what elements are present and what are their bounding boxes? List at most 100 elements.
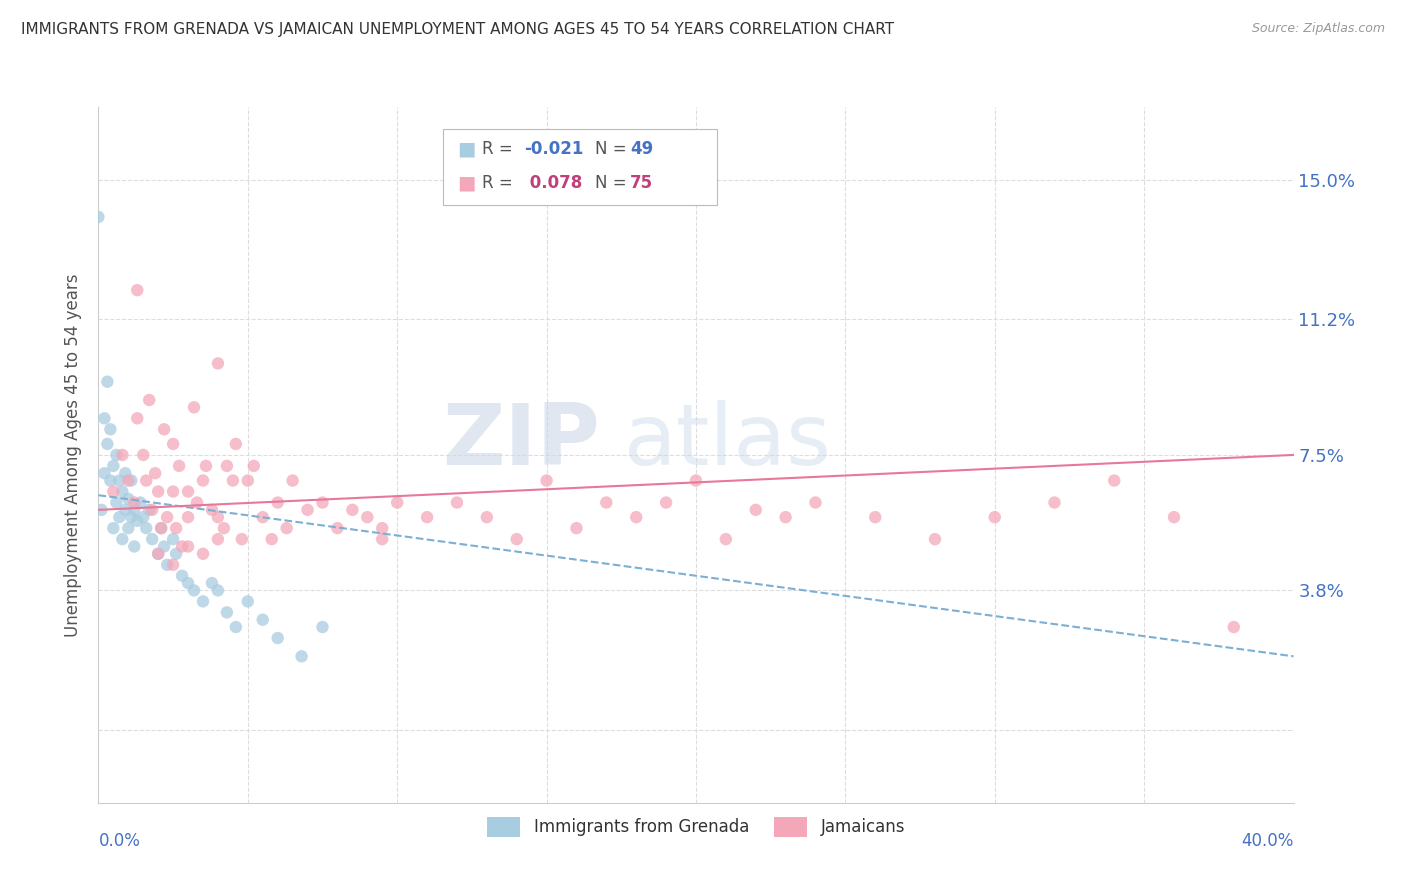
Text: N =: N = [595, 174, 631, 192]
Point [207, 510, 229, 524]
Point [98, 422, 122, 436]
Point [165, 547, 187, 561]
Point [371, 521, 394, 535]
Text: 49: 49 [630, 140, 654, 158]
Point [177, 540, 200, 554]
Point [111, 484, 134, 499]
Point [311, 620, 333, 634]
Point [260, 532, 283, 546]
Point [225, 620, 247, 634]
Point [103, 484, 125, 499]
Point [326, 521, 349, 535]
Point [114, 503, 136, 517]
Point [124, 495, 146, 509]
Point [1163, 510, 1185, 524]
Point [103, 458, 125, 473]
Point [984, 510, 1007, 524]
Text: 75: 75 [630, 174, 652, 192]
Text: atlas: atlas [624, 400, 832, 483]
Point [138, 503, 160, 517]
Point [356, 510, 378, 524]
Point [291, 649, 314, 664]
Point [225, 437, 247, 451]
Point [111, 532, 134, 546]
Point [311, 495, 333, 509]
Point [297, 503, 319, 517]
Point [183, 583, 205, 598]
Point [127, 514, 149, 528]
Point [191, 474, 214, 488]
Point [108, 510, 131, 524]
Point [212, 521, 235, 535]
Text: 0.0%: 0.0% [98, 832, 141, 850]
Point [215, 458, 238, 473]
Point [191, 594, 214, 608]
Point [252, 510, 274, 524]
Point [775, 510, 797, 524]
Text: ■: ■ [457, 173, 475, 193]
Point [132, 510, 155, 524]
Point [342, 503, 364, 517]
Point [177, 484, 200, 499]
Point [162, 532, 184, 546]
Point [108, 474, 131, 488]
Point [127, 411, 149, 425]
Point [183, 401, 205, 415]
Point [153, 422, 176, 436]
Point [124, 503, 146, 517]
Text: Source: ZipAtlas.com: Source: ZipAtlas.com [1251, 22, 1385, 36]
Point [162, 437, 184, 451]
Point [281, 474, 304, 488]
Text: R =: R = [482, 140, 519, 158]
Point [536, 474, 558, 488]
Point [156, 558, 179, 572]
Point [475, 510, 498, 524]
Point [195, 458, 218, 473]
Point [150, 521, 173, 535]
Point [385, 495, 409, 509]
Point [207, 532, 229, 546]
Point [148, 484, 170, 499]
Point [150, 521, 173, 535]
Point [117, 474, 139, 488]
Point [222, 474, 245, 488]
Point [148, 547, 170, 561]
Point [153, 540, 176, 554]
Point [201, 576, 224, 591]
Point [124, 540, 146, 554]
Point [96, 375, 118, 389]
Text: ZIP: ZIP [443, 400, 600, 483]
Point [201, 503, 224, 517]
Point [267, 631, 290, 645]
Point [177, 576, 200, 591]
Point [565, 521, 588, 535]
Point [98, 474, 122, 488]
Text: 0.078: 0.078 [524, 174, 582, 192]
Point [865, 510, 887, 524]
Point [371, 532, 394, 546]
Point [172, 540, 194, 554]
Text: R =: R = [482, 174, 519, 192]
Point [138, 392, 160, 407]
Point [1043, 495, 1066, 509]
Point [276, 521, 298, 535]
Point [162, 484, 184, 499]
Point [231, 532, 253, 546]
Point [207, 583, 229, 598]
Point [714, 532, 737, 546]
Point [93, 467, 115, 481]
Point [135, 474, 157, 488]
Point [446, 495, 468, 509]
Point [132, 448, 155, 462]
Text: ■: ■ [457, 139, 475, 159]
Point [93, 411, 115, 425]
Point [236, 474, 259, 488]
Point [1104, 474, 1126, 488]
Point [506, 532, 529, 546]
Point [90, 503, 112, 517]
Point [177, 510, 200, 524]
Point [207, 356, 229, 370]
Point [135, 521, 157, 535]
Point [141, 532, 163, 546]
Point [167, 458, 190, 473]
